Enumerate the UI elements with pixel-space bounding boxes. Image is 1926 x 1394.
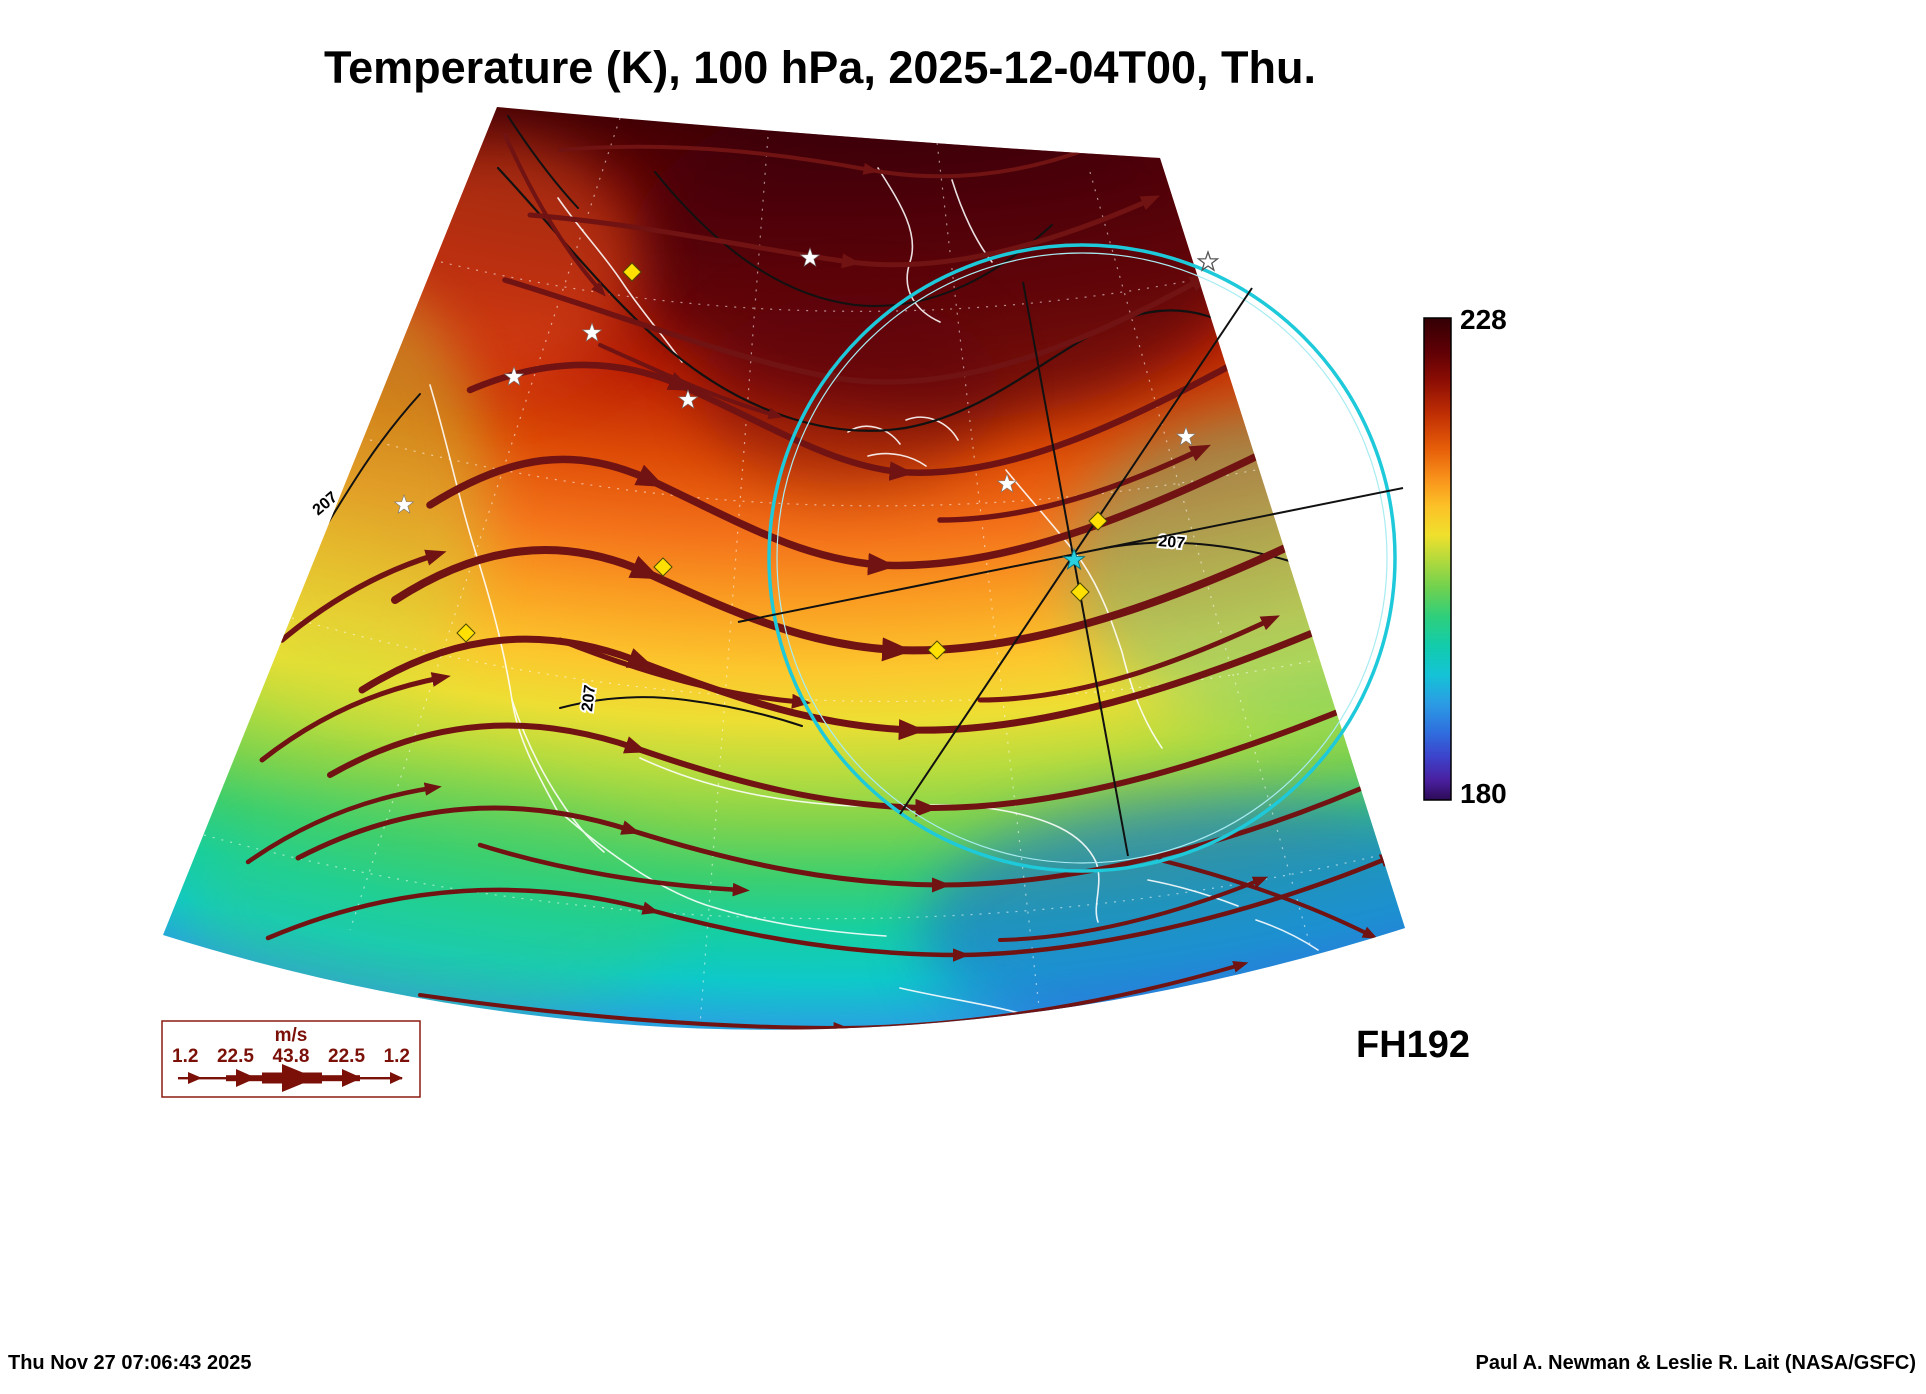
- streamline: [503, 133, 606, 297]
- wind-legend-speeds: 1.2 22.5 43.8 22.5 1.2: [172, 1046, 410, 1068]
- streamline: [265, 854, 1398, 962]
- wind-legend-speed: 43.8: [272, 1046, 310, 1067]
- colorbar-max-label: 228: [1460, 304, 1507, 335]
- temperature-contour: [507, 115, 579, 209]
- streamline: [527, 195, 1161, 269]
- streamline: [418, 961, 1249, 1030]
- wind-speed-legend: [161, 1020, 421, 1098]
- streamline: [558, 136, 1119, 179]
- contour-label: 207: [579, 684, 599, 713]
- streamline: [1158, 858, 1378, 939]
- colorbar-gradient: [1423, 317, 1452, 801]
- wind-legend-arrow: [178, 1064, 403, 1092]
- cross-section-line: [899, 287, 1253, 815]
- colorbar-min-label: 180: [1460, 778, 1507, 809]
- streamline: [937, 444, 1211, 523]
- coastline: [511, 699, 605, 853]
- streamline: [998, 876, 1269, 942]
- plot-title: Temperature (K), 100 hPa, 2025-12-04T00,…: [323, 42, 1317, 93]
- streamline: [557, 637, 811, 709]
- wind-streamlines: [245, 133, 1405, 1030]
- range-circle: [767, 243, 1397, 873]
- footer-credit: Paul A. Newman & Leslie R. Lait (NASA/GS…: [1475, 1352, 1916, 1374]
- wind-legend-speed: 22.5: [216, 1046, 254, 1067]
- cross-section-lines: [737, 281, 1404, 857]
- wind-legend-title: m/s: [274, 1025, 308, 1046]
- forecast-hour-label: FH192: [1356, 1024, 1471, 1066]
- colorbar: [1423, 317, 1452, 801]
- streamline: [259, 672, 451, 763]
- wind-legend-speed: 1.2: [383, 1046, 410, 1067]
- coastline: [429, 384, 559, 813]
- cross-section-line: [737, 487, 1404, 623]
- cross-section-line: [1022, 281, 1129, 857]
- graticule-line: [440, 261, 1195, 312]
- footer-generated-time: Thu Nov 27 07:06:43 2025: [8, 1352, 252, 1374]
- streamline: [598, 343, 784, 420]
- wind-legend-speed: 1.2: [172, 1046, 199, 1067]
- map-area: 207 207 207: [163, 107, 1405, 1030]
- streamline: [245, 782, 442, 865]
- streamline: [977, 615, 1280, 703]
- coastline: [557, 197, 683, 363]
- streamline: [477, 842, 750, 897]
- streamline: [279, 549, 447, 643]
- wind-legend-speed: 22.5: [328, 1046, 366, 1067]
